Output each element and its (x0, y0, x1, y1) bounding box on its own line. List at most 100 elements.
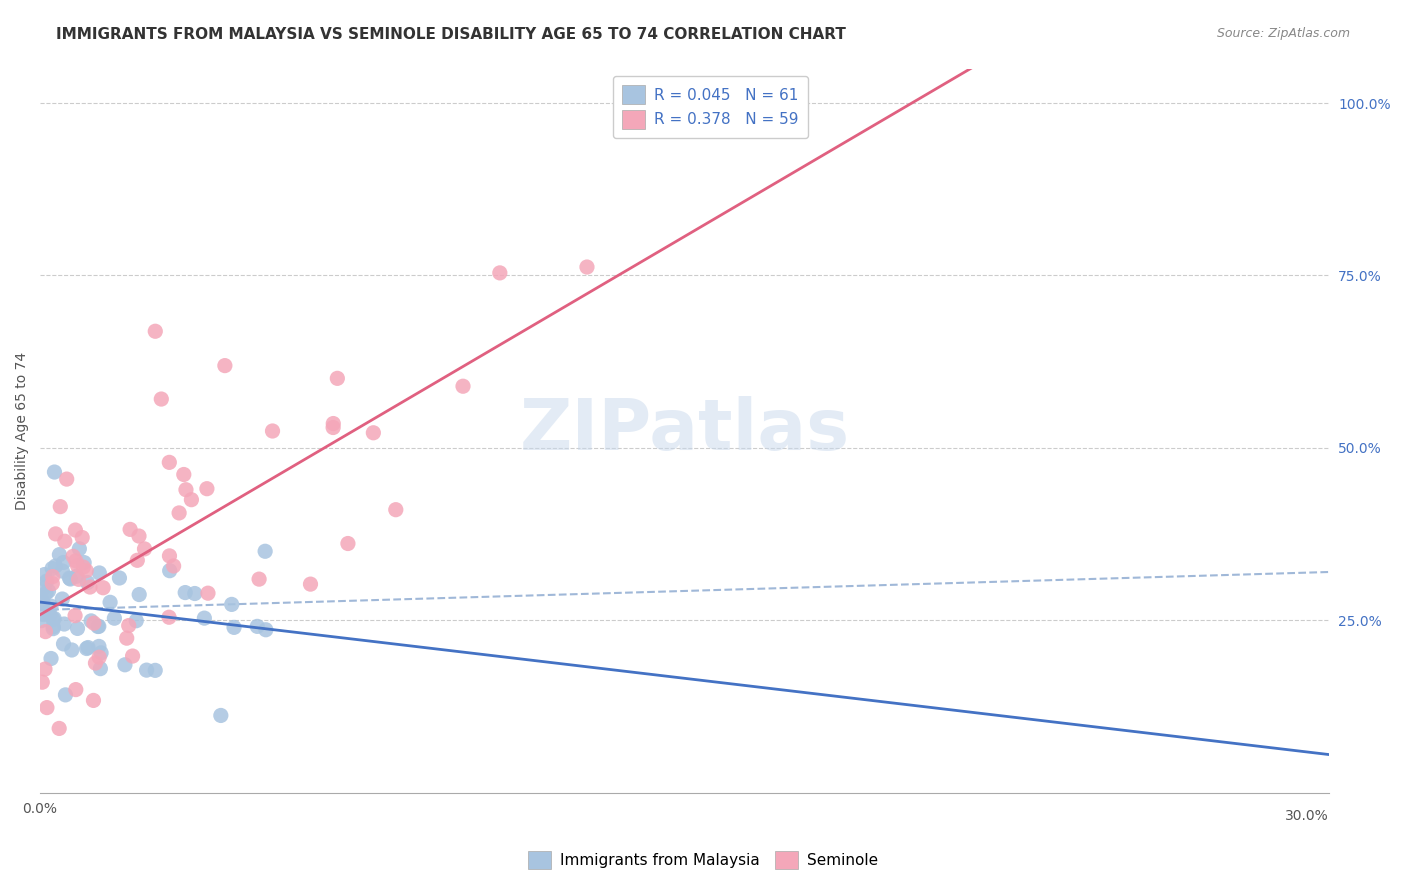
Point (75, 564, 97, 578)
Point (60, 643, 83, 657)
Point (322, 417, 344, 431)
Point (39, 599, 62, 614)
Point (35, 574, 58, 588)
Point (53, 534, 76, 549)
Point (42, 612, 65, 626)
Point (87, 619, 110, 633)
Point (193, 611, 215, 625)
Point (246, 619, 269, 633)
Point (254, 544, 277, 558)
Point (48, 722, 70, 736)
Point (31, 594, 53, 608)
Point (184, 586, 207, 600)
Point (84, 656, 107, 670)
Point (157, 455, 180, 469)
Point (82, 693, 104, 707)
Point (65, 554, 87, 568)
Point (135, 663, 157, 677)
Point (128, 588, 150, 602)
Point (35, 586, 58, 600)
Point (89, 566, 111, 580)
Point (262, 424, 284, 438)
Point (34, 662, 56, 676)
Point (44, 611, 66, 625)
Point (52, 556, 75, 570)
Point (575, 260, 598, 274)
Point (77, 640, 100, 655)
Point (31, 675, 53, 690)
Point (65, 569, 87, 583)
Point (87, 640, 110, 654)
Point (65, 523, 87, 537)
Point (41, 576, 63, 591)
Point (44, 559, 66, 574)
Point (157, 610, 180, 624)
Legend: Immigrants from Malaysia, Seminole: Immigrants from Malaysia, Seminole (522, 845, 884, 875)
Point (62, 549, 84, 564)
Point (120, 522, 142, 536)
Point (162, 559, 184, 574)
Point (55, 688, 77, 702)
Point (87, 619, 110, 633)
Point (32, 607, 55, 622)
Point (336, 536, 359, 550)
Y-axis label: Disability Age 65 to 74: Disability Age 65 to 74 (15, 351, 30, 509)
Legend: R = 0.045   N = 61, R = 0.378   N = 59: R = 0.045 N = 61, R = 0.378 N = 59 (613, 76, 807, 138)
Point (42, 622, 65, 636)
Point (150, 392, 173, 406)
Text: IMMIGRANTS FROM MALAYSIA VS SEMINOLE DISABILITY AGE 65 TO 74 CORRELATION CHART: IMMIGRANTS FROM MALAYSIA VS SEMINOLE DIS… (56, 27, 846, 42)
Point (66, 558, 89, 573)
Point (34, 567, 56, 582)
Point (143, 664, 166, 678)
Point (451, 379, 474, 393)
Point (70, 531, 93, 545)
Point (67, 572, 90, 586)
Point (180, 492, 202, 507)
Point (385, 502, 408, 516)
Point (53, 617, 76, 632)
Point (363, 425, 385, 440)
Point (128, 529, 150, 543)
Point (214, 359, 236, 373)
Point (52, 637, 75, 651)
Point (58, 571, 80, 585)
Point (143, 324, 166, 338)
Point (89, 650, 111, 665)
Point (174, 585, 197, 599)
Point (55, 472, 77, 486)
Point (32, 596, 55, 610)
Point (44, 465, 66, 479)
Point (67, 541, 90, 556)
Point (209, 708, 232, 723)
Point (489, 266, 512, 280)
Point (76, 575, 98, 590)
Point (221, 598, 243, 612)
Point (159, 564, 181, 578)
Point (79, 580, 101, 594)
Point (63, 608, 86, 623)
Point (41, 569, 63, 583)
Point (173, 467, 195, 482)
Point (59, 572, 82, 586)
Point (48, 548, 70, 562)
Text: 30.0%: 30.0% (1285, 809, 1329, 823)
Point (83, 616, 105, 631)
Point (76, 641, 98, 656)
Text: Source: ZipAtlas.com: Source: ZipAtlas.com (1216, 27, 1350, 40)
Point (322, 420, 344, 434)
Point (91, 581, 114, 595)
Point (103, 611, 125, 625)
Point (254, 623, 277, 637)
Point (197, 586, 219, 600)
Point (32, 581, 55, 595)
Point (35, 700, 58, 714)
Point (108, 571, 131, 585)
Text: ZIPatlas: ZIPatlas (519, 396, 849, 465)
Point (174, 483, 197, 497)
Point (66, 622, 89, 636)
Point (80, 614, 103, 628)
Point (90, 646, 112, 660)
Point (30, 614, 52, 628)
Point (222, 620, 245, 634)
Point (72, 560, 94, 574)
